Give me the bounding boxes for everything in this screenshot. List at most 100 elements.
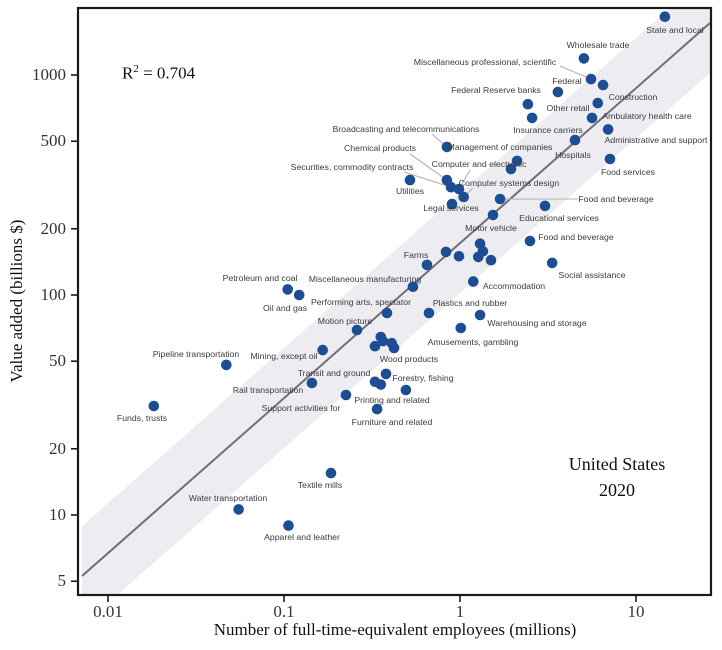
data-point — [468, 276, 479, 287]
data-point — [421, 259, 433, 271]
data-point — [458, 191, 470, 203]
point-label: Administrative and support — [605, 135, 708, 145]
point-label: Federal — [552, 76, 582, 86]
point-label: Motor vehicle — [465, 223, 517, 233]
y-axis-title: Value added (billions $) — [7, 219, 26, 383]
data-point — [539, 200, 551, 212]
point-label: Textile mills — [298, 480, 343, 490]
point-label: Food services — [601, 167, 656, 177]
data-point — [325, 467, 337, 479]
label-leader-line — [403, 171, 452, 188]
data-point — [282, 284, 294, 295]
point-label: Printing and related — [354, 395, 430, 405]
point-label: Other retail — [547, 103, 590, 113]
point-label: Legal services — [423, 203, 479, 213]
point-label: Social assistance — [558, 270, 625, 280]
data-point — [546, 257, 558, 269]
point-label: Petroleum and coal — [223, 273, 298, 283]
point-label: Motion picture — [318, 316, 373, 326]
data-point — [578, 53, 590, 64]
data-point — [371, 403, 383, 415]
data-point — [441, 141, 453, 153]
point-label: Wholesale trade — [567, 40, 630, 50]
point-label: Performing arts, spectator — [311, 297, 411, 307]
data-point — [552, 86, 564, 98]
r2-prefix: R — [122, 63, 134, 83]
point-label: Mining, except oil — [250, 351, 317, 361]
point-label: Educational services — [519, 213, 599, 223]
point-label: Computer and electronic — [432, 159, 527, 169]
point-label: Ambulatory health care — [602, 111, 692, 121]
r2-exponent: 2 — [133, 63, 139, 75]
data-point — [505, 163, 517, 175]
point-label: Forestry, fishing — [392, 373, 453, 383]
point-label: Food and beverage — [578, 194, 654, 204]
x-axis-title: Number of full-time-equivalent employees… — [213, 620, 577, 639]
point-label: Hospitals — [555, 150, 591, 160]
point-label: Furniture and related — [352, 417, 433, 427]
data-point — [400, 384, 412, 396]
x-tick-label: 0.01 — [93, 602, 123, 621]
data-point — [526, 112, 538, 124]
data-point — [487, 209, 499, 221]
point-label: Plastics and rubber — [433, 298, 507, 308]
data-point — [602, 124, 614, 135]
data-point — [485, 254, 497, 266]
trend-line — [81, 22, 711, 577]
y-tick-label: 50 — [49, 351, 66, 370]
point-label: Construction — [609, 92, 658, 102]
x-tick-label: 0.1 — [273, 602, 294, 621]
r-squared-annotation: R2 = 0.704 — [122, 63, 195, 84]
point-label: Utilities — [396, 186, 425, 196]
point-label: Accommodation — [483, 281, 545, 291]
country-year-annotation: United States 2020 — [569, 451, 666, 503]
data-point — [522, 98, 534, 110]
data-point — [351, 324, 363, 336]
data-point — [597, 79, 609, 91]
point-label: Pipeline transportation — [153, 349, 240, 359]
data-point — [455, 322, 467, 334]
point-label: Apparel and leather — [264, 532, 340, 542]
year-label: 2020 — [599, 480, 635, 500]
data-point — [380, 368, 392, 380]
data-point — [293, 289, 305, 301]
data-point — [369, 340, 381, 352]
data-point — [233, 504, 244, 515]
data-point — [283, 520, 294, 531]
point-label: Federal Reserve banks — [451, 85, 541, 95]
data-point — [585, 73, 597, 85]
data-point — [306, 377, 318, 389]
r2-value: = 0.704 — [138, 63, 196, 83]
data-point — [317, 344, 329, 356]
point-label: Rail transportation — [233, 385, 304, 395]
confidence-band — [82, 8, 710, 595]
y-tick-label: 200 — [41, 219, 67, 238]
point-label: Wood products — [380, 354, 439, 364]
point-label: Food and beverage — [538, 232, 614, 242]
data-point — [473, 251, 484, 263]
label-leader-line — [559, 65, 592, 80]
data-point — [377, 335, 389, 347]
data-point — [221, 359, 232, 371]
data-point — [474, 309, 486, 321]
point-label: Farms — [404, 250, 429, 260]
point-label: Funds, trusts — [117, 413, 168, 423]
point-label: Warehousing and storage — [487, 318, 586, 328]
data-point — [494, 193, 506, 205]
data-point — [423, 307, 435, 319]
plot-area — [81, 8, 711, 595]
data-point — [340, 389, 352, 401]
point-label: Support activities for — [262, 403, 341, 413]
country-label: United States — [568, 454, 666, 474]
point-label: Oil and gas — [263, 303, 308, 313]
point-label: State and local — [646, 25, 704, 35]
data-point — [453, 183, 465, 195]
point-label: Securities, commodity contracts — [291, 162, 414, 172]
label-leader-line — [409, 153, 448, 181]
data-point — [446, 198, 458, 210]
data-point — [586, 112, 598, 124]
point-label: Broadcasting and telecommunications — [333, 124, 480, 134]
data-point — [386, 337, 398, 349]
y-tick-label: 5 — [58, 571, 67, 590]
